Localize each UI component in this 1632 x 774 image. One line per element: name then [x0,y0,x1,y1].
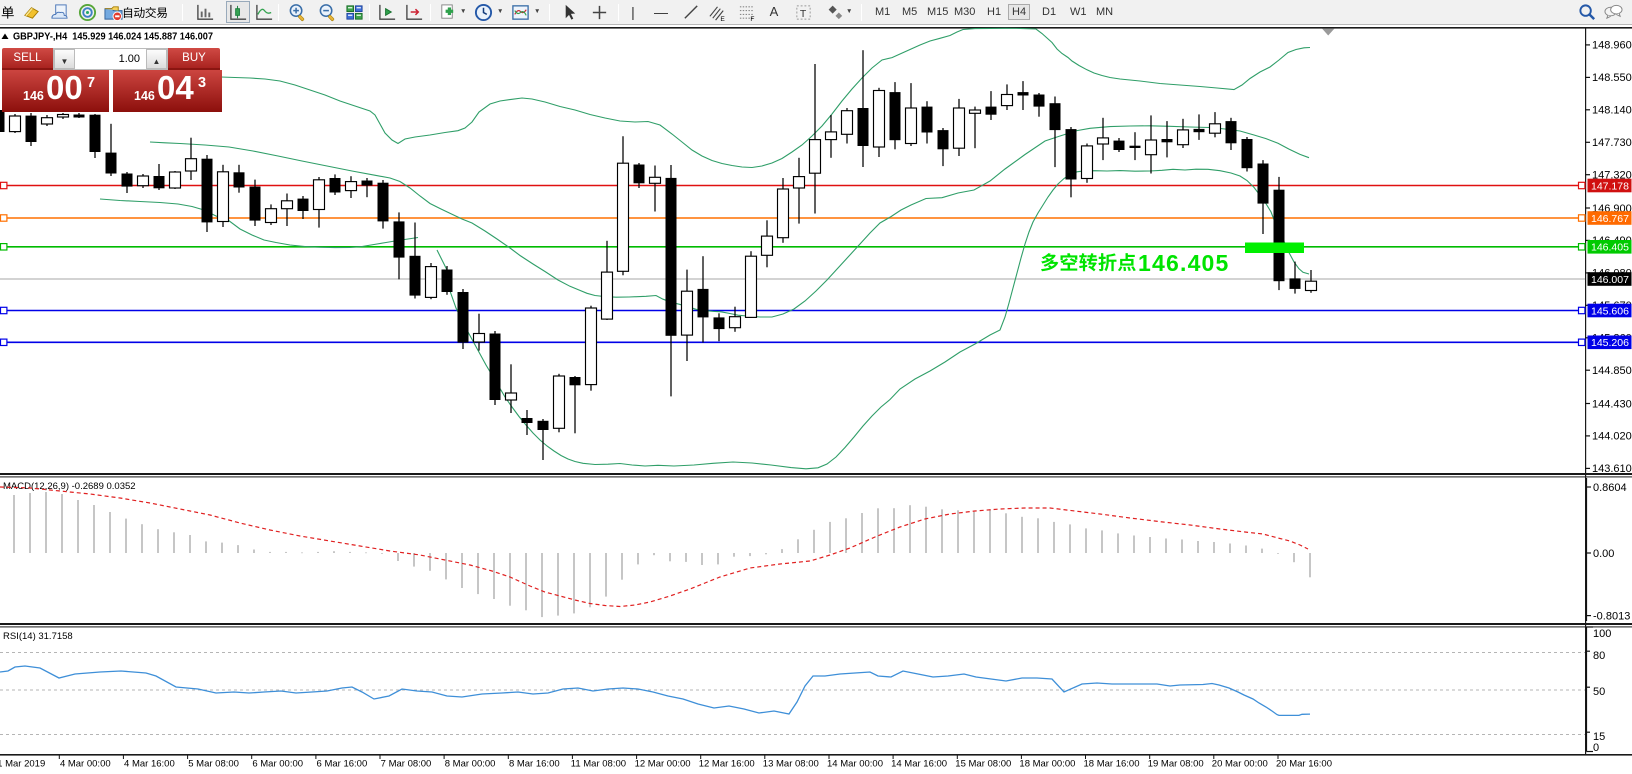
svg-text:14 Mar 00:00: 14 Mar 00:00 [827,759,883,770]
svg-text:20 Mar 16:00: 20 Mar 16:00 [1276,759,1332,770]
svg-text:100: 100 [1593,628,1611,640]
svg-text:144.430: 144.430 [1592,398,1632,410]
svg-text:E: E [720,16,725,22]
svg-text:80: 80 [1593,650,1605,662]
svg-text:5 Mar 08:00: 5 Mar 08:00 [188,759,239,770]
svg-text:-0.8013: -0.8013 [1593,610,1630,622]
svg-text:147.320: 147.320 [1592,170,1632,182]
svg-text:18 Mar 00:00: 18 Mar 00:00 [1019,759,1075,770]
svg-text:8 Mar 00:00: 8 Mar 00:00 [445,759,496,770]
svg-text:6 Mar 16:00: 6 Mar 16:00 [317,759,368,770]
svg-text:4 Mar 16:00: 4 Mar 16:00 [124,759,175,770]
svg-text:145.606: 145.606 [1591,305,1629,317]
svg-text:147.730: 147.730 [1592,137,1632,149]
svg-text:148.140: 148.140 [1592,105,1632,117]
svg-text:F: F [750,16,754,22]
svg-text:148.960: 148.960 [1592,40,1632,52]
svg-text:0: 0 [1593,742,1599,754]
svg-text:1 Mar 2019: 1 Mar 2019 [0,759,45,770]
svg-text:RSI(14) 31.7158: RSI(14) 31.7158 [3,631,73,642]
svg-text:11 Mar 08:00: 11 Mar 08:00 [571,759,626,770]
svg-text:148.550: 148.550 [1592,72,1632,84]
svg-text:14 Mar 16:00: 14 Mar 16:00 [891,759,947,770]
svg-text:146.007: 146.007 [1591,274,1629,286]
svg-text:15: 15 [1593,731,1605,743]
svg-text:146.767: 146.767 [1591,213,1629,225]
svg-text:T: T [800,9,807,20]
svg-text:146.405: 146.405 [1591,242,1629,254]
svg-text:12 Mar 16:00: 12 Mar 16:00 [699,759,755,770]
svg-text:20 Mar 00:00: 20 Mar 00:00 [1212,759,1268,770]
svg-text:143.610: 143.610 [1592,463,1632,475]
svg-text:18 Mar 16:00: 18 Mar 16:00 [1084,759,1140,770]
svg-text:12 Mar 00:00: 12 Mar 00:00 [635,759,691,770]
svg-text:144.850: 144.850 [1592,365,1632,377]
svg-text:13 Mar 08:00: 13 Mar 08:00 [763,759,819,770]
svg-text:8 Mar 16:00: 8 Mar 16:00 [509,759,560,770]
svg-text:GBPJPY-,H4 145.929 146.024 14: GBPJPY-,H4 145.929 146.024 145.887 146.0… [13,32,214,43]
svg-text:147.178: 147.178 [1591,180,1629,192]
svg-text:50: 50 [1593,686,1605,698]
svg-text:MACD(12,26,9) -0.2689 0.0352: MACD(12,26,9) -0.2689 0.0352 [3,481,136,492]
svg-text:0.00: 0.00 [1593,548,1614,560]
svg-text:4 Mar 00:00: 4 Mar 00:00 [60,759,111,770]
svg-text:144.020: 144.020 [1592,431,1632,443]
svg-text:19 Mar 08:00: 19 Mar 08:00 [1148,759,1204,770]
svg-text:0.8604: 0.8604 [1593,482,1627,494]
svg-text:6 Mar 00:00: 6 Mar 00:00 [252,759,303,770]
svg-text:145.206: 145.206 [1591,337,1629,349]
svg-text:146.405: 146.405 [1138,250,1230,276]
svg-text:15 Mar 08:00: 15 Mar 08:00 [955,759,1011,770]
svg-text:7 Mar 08:00: 7 Mar 08:00 [381,759,432,770]
